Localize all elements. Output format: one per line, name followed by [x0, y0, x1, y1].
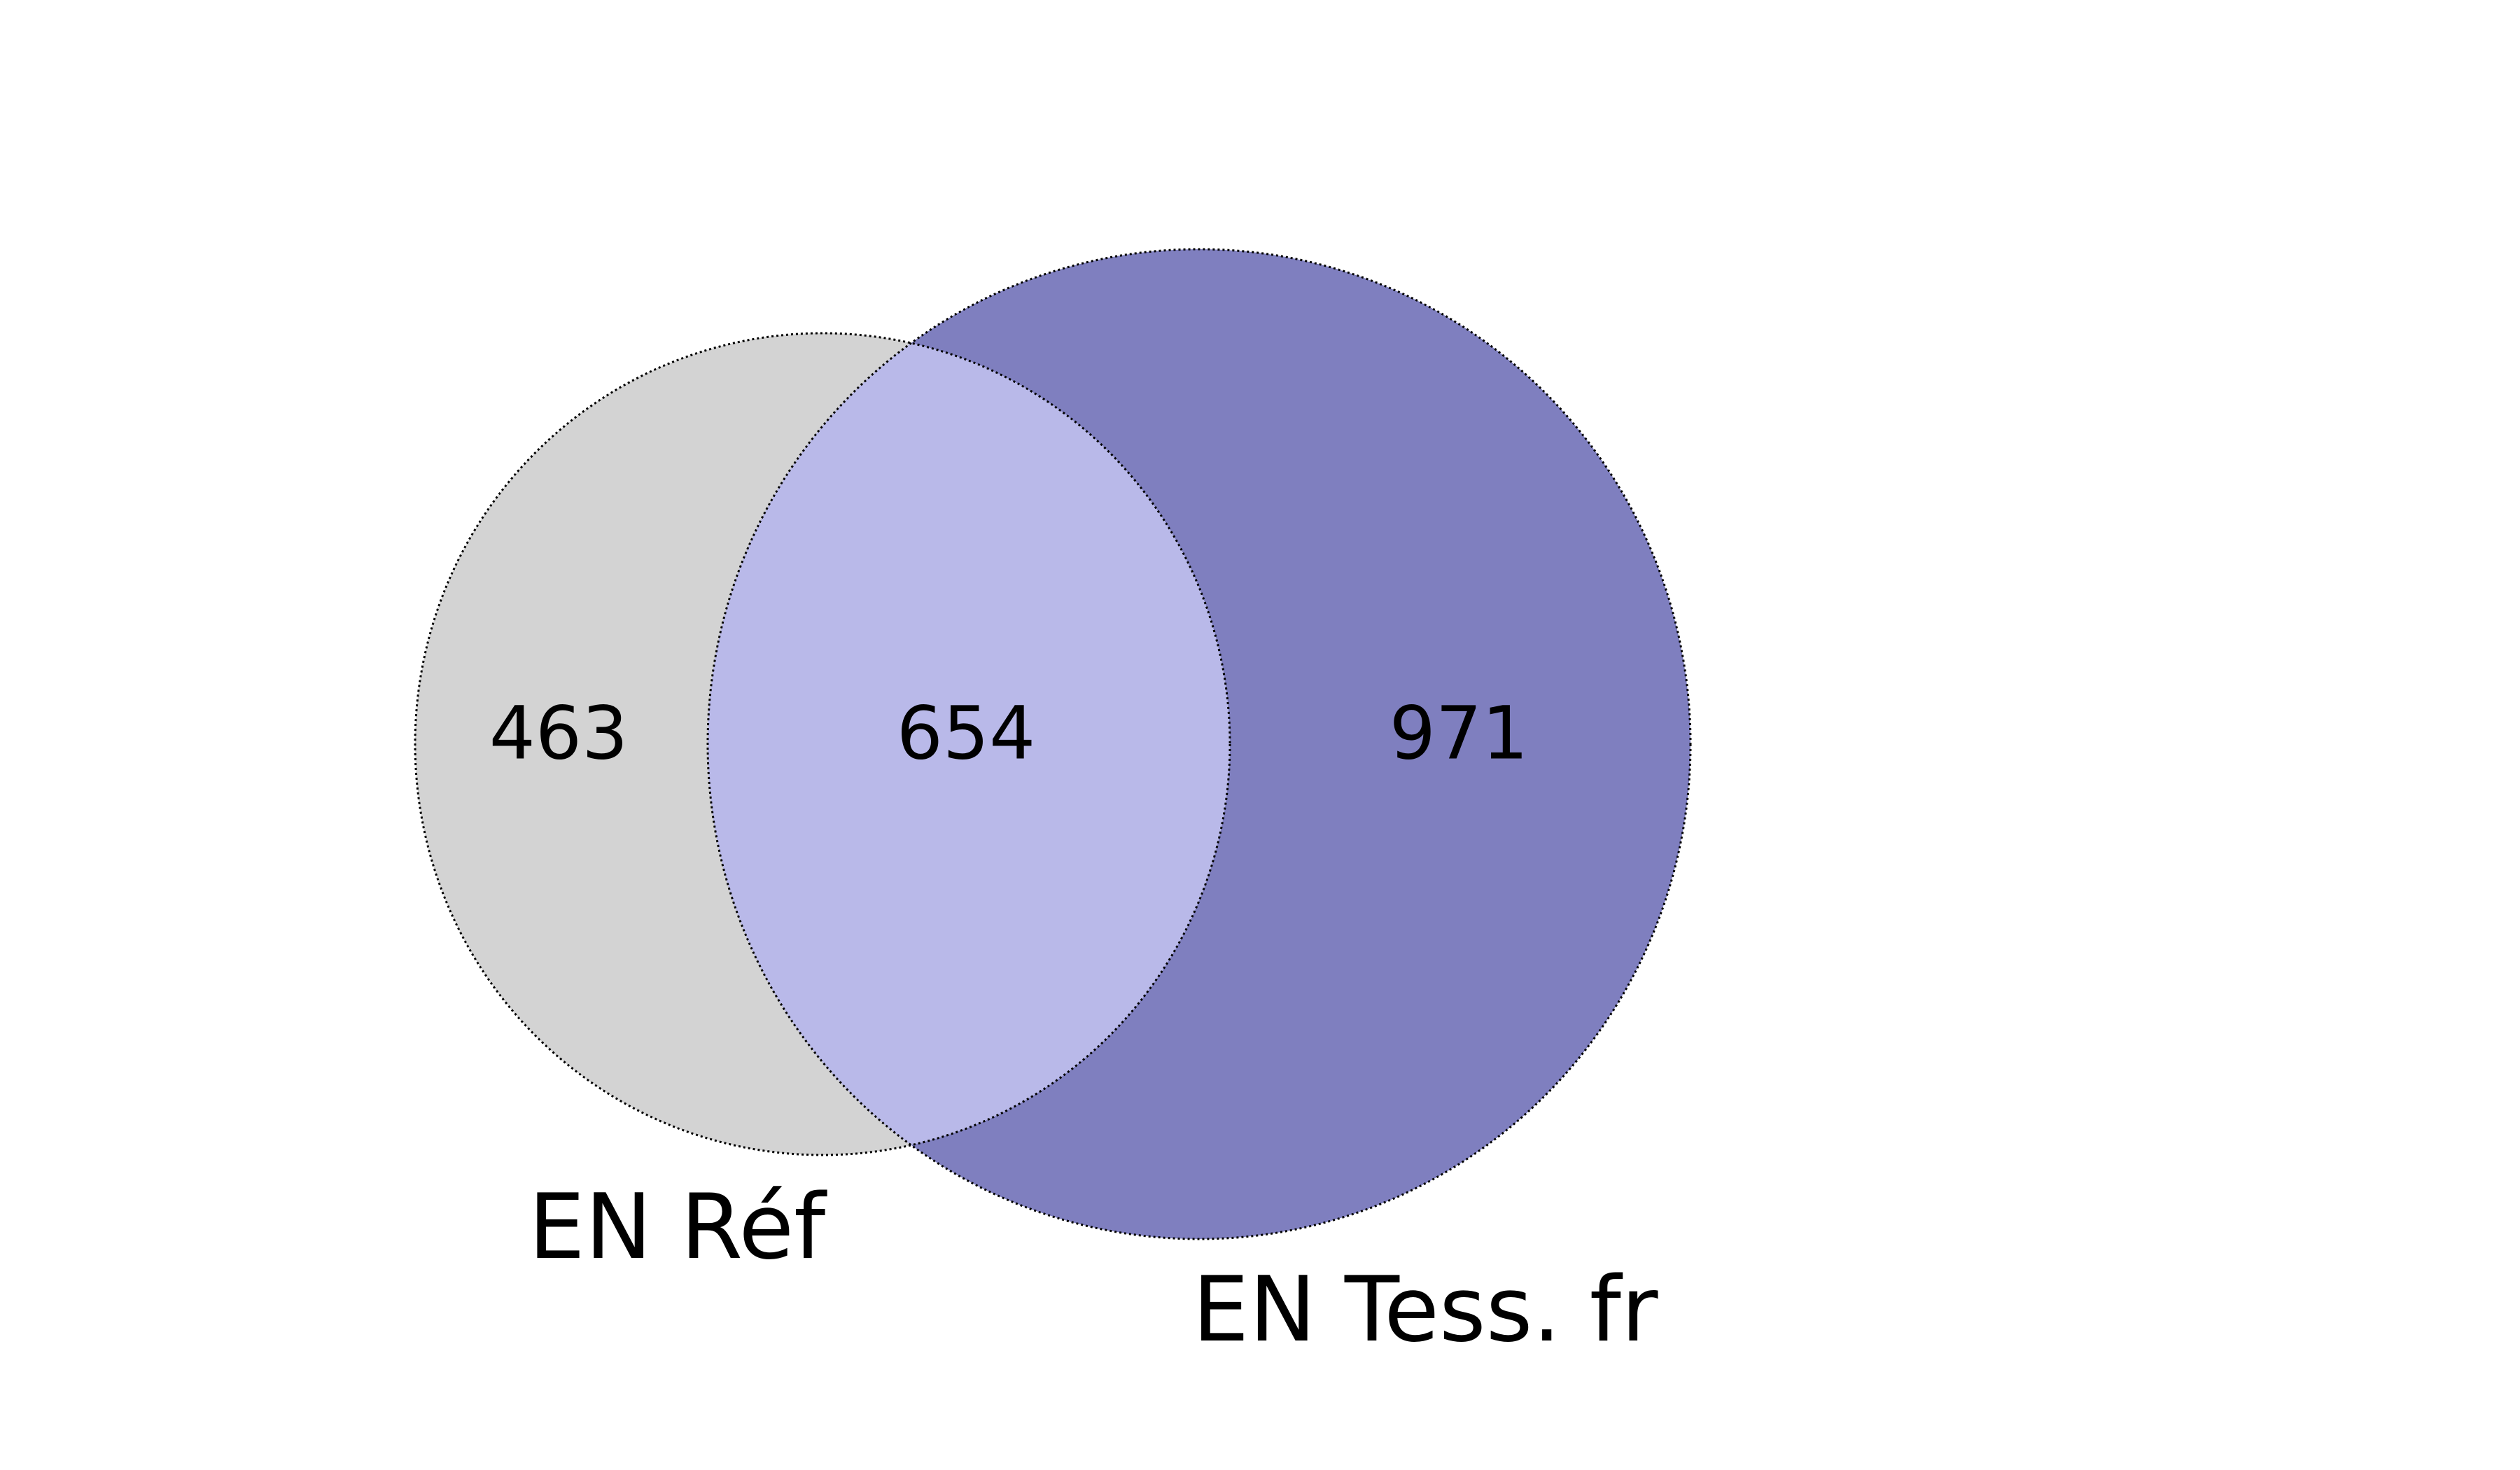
set-tess-outline	[706, 248, 1692, 1240]
set-label-tess: EN Tess. fr	[1193, 1258, 1658, 1362]
intersection-region	[708, 333, 1230, 1155]
set-label-ref: EN Réf	[528, 1175, 827, 1280]
set-ref-outline	[414, 332, 1231, 1156]
count-intersection: 654	[897, 690, 1036, 776]
count-ref-only: 463	[489, 690, 629, 776]
count-tess-only: 971	[1390, 690, 1529, 776]
